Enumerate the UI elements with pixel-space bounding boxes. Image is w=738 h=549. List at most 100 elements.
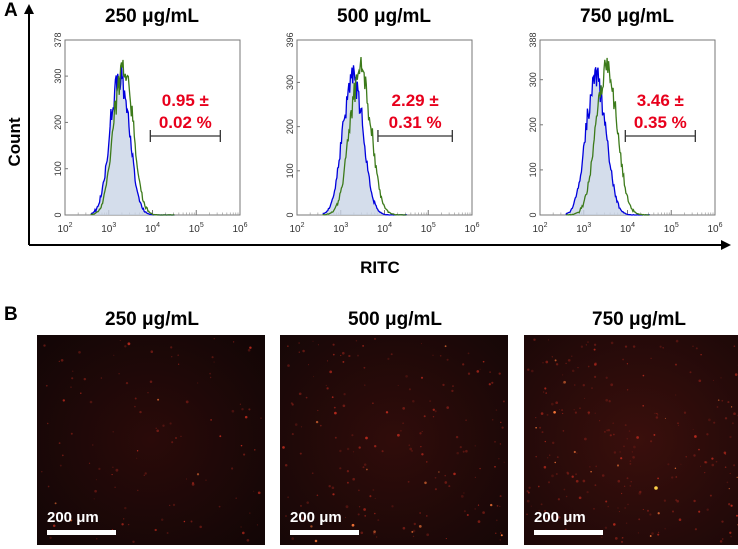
fluorescence-spot: [586, 490, 589, 494]
fluorescence-spot: [567, 358, 571, 362]
fluorescence-spot: [319, 424, 322, 427]
fluorescence-spot: [587, 413, 590, 415]
fluorescence-spot: [639, 490, 642, 494]
fluorescence-spot: [547, 481, 551, 484]
fluorescence-spot: [363, 463, 367, 466]
fluorescence-spot: [438, 471, 440, 473]
fluorescence-spot: [420, 376, 424, 379]
fluorescence-spot: [711, 457, 714, 460]
fluorescence-spot: [540, 503, 543, 506]
fluorescence-spot: [125, 381, 129, 385]
fluorescence-spot: [601, 474, 605, 477]
fluorescence-spot: [54, 502, 57, 505]
y-tick-label: 300: [285, 75, 295, 90]
fluorescence-spot: [627, 503, 629, 506]
scale-bar: [290, 530, 359, 535]
fluorescence-spot: [199, 525, 202, 529]
fluorescence-spot: [175, 437, 177, 439]
fluorescence-spot: [674, 467, 677, 470]
fluorescence-spot: [700, 353, 702, 356]
fluorescence-spot: [362, 466, 365, 469]
fluorescence-spot: [628, 430, 631, 432]
fluorescence-spot: [604, 526, 608, 530]
fluorescence-spot: [551, 474, 554, 478]
fluorescence-spot: [544, 440, 546, 443]
fluorescence-spot: [675, 499, 678, 502]
fluorescence-spot: [41, 471, 43, 473]
fluorescence-spot: [235, 497, 238, 500]
fluorescence-spot: [547, 457, 549, 459]
fluorescence-spot: [463, 510, 466, 513]
fluorescence-spot: [299, 452, 302, 455]
fluorescence-spot: [377, 519, 380, 522]
fluorescence-spot: [170, 346, 173, 349]
fluorescence-spot: [364, 515, 367, 517]
micrograph-image: [280, 335, 508, 545]
x-tick-label: 102: [532, 222, 547, 235]
fluorescence-spot: [613, 451, 617, 454]
fluorescence-spot: [577, 366, 579, 369]
fluorescence-spot: [545, 392, 547, 394]
fluorescence-spot: [594, 375, 597, 378]
fluorescence-spot: [535, 455, 537, 458]
fluorescence-spot: [667, 463, 670, 466]
fluorescence-spot: [605, 376, 608, 379]
fluorescence-spot: [49, 536, 52, 539]
fluorescence-spot: [342, 351, 345, 355]
fluorescence-spot: [717, 399, 720, 401]
fluorescence-spot: [256, 524, 259, 526]
fluorescence-spot: [638, 518, 641, 521]
fluorescence-spot: [342, 404, 346, 408]
fluorescence-spot: [716, 406, 719, 408]
fluorescence-spot: [649, 513, 652, 516]
fluorescence-spot: [651, 532, 654, 535]
x-axis-title: RITC: [360, 258, 400, 277]
histogram-title: 500 μg/mL: [337, 6, 431, 27]
fluorescence-spot: [132, 540, 135, 543]
fluorescence-spot: [554, 461, 556, 464]
fluorescence-spot: [412, 535, 415, 538]
fluorescence-spot: [626, 477, 629, 480]
fluorescence-spot: [134, 397, 137, 400]
fluorescence-spot: [721, 520, 724, 523]
fluorescence-spot: [477, 504, 480, 506]
x-tick-label: 106: [232, 222, 247, 235]
scale-bar-label: 200 μm: [534, 509, 586, 526]
gate-value-line2: 0.35 %: [634, 113, 687, 132]
fluorescence-spot: [136, 450, 139, 452]
fluorescence-spot: [316, 494, 319, 497]
fluorescence-spot: [713, 421, 716, 424]
fluorescence-spot: [358, 446, 361, 449]
fluorescence-spot: [624, 507, 626, 509]
fluorescence-spot: [613, 433, 615, 436]
fluorescence-spot: [663, 499, 667, 502]
y-tick-label: 300: [528, 72, 538, 87]
fluorescence-spot: [494, 441, 496, 443]
fluorescence-spot: [456, 451, 459, 455]
fluorescence-spot: [642, 405, 644, 407]
fluorescence-spot: [557, 498, 561, 501]
fluorescence-spot: [329, 370, 333, 374]
fluorescence-spot: [636, 436, 639, 439]
fluorescence-spot: [616, 464, 620, 467]
fluorescence-spot: [482, 360, 485, 363]
fluorescence-spot: [294, 423, 298, 426]
fluorescence-spot: [594, 363, 597, 366]
fluorescence-spot: [531, 369, 534, 373]
fluorescence-spot: [303, 514, 306, 517]
fluorescence-spot: [419, 512, 421, 514]
fluorescence-spot: [418, 525, 422, 528]
fluorescence-spot: [657, 512, 660, 515]
x-tick-label: 104: [620, 222, 635, 235]
fluorescence-spot: [571, 369, 575, 373]
fluorescence-spot: [445, 538, 447, 540]
fluorescence-spot: [185, 400, 189, 404]
fluorescence-spot: [298, 351, 301, 353]
fluorescence-spot: [197, 382, 199, 384]
fluorescence-spot: [444, 474, 446, 477]
micrograph-title: 250 μg/mL: [105, 309, 199, 330]
fluorescence-spot: [541, 431, 544, 434]
fluorescence-spot: [633, 445, 636, 449]
fluorescence-spot: [622, 358, 625, 361]
